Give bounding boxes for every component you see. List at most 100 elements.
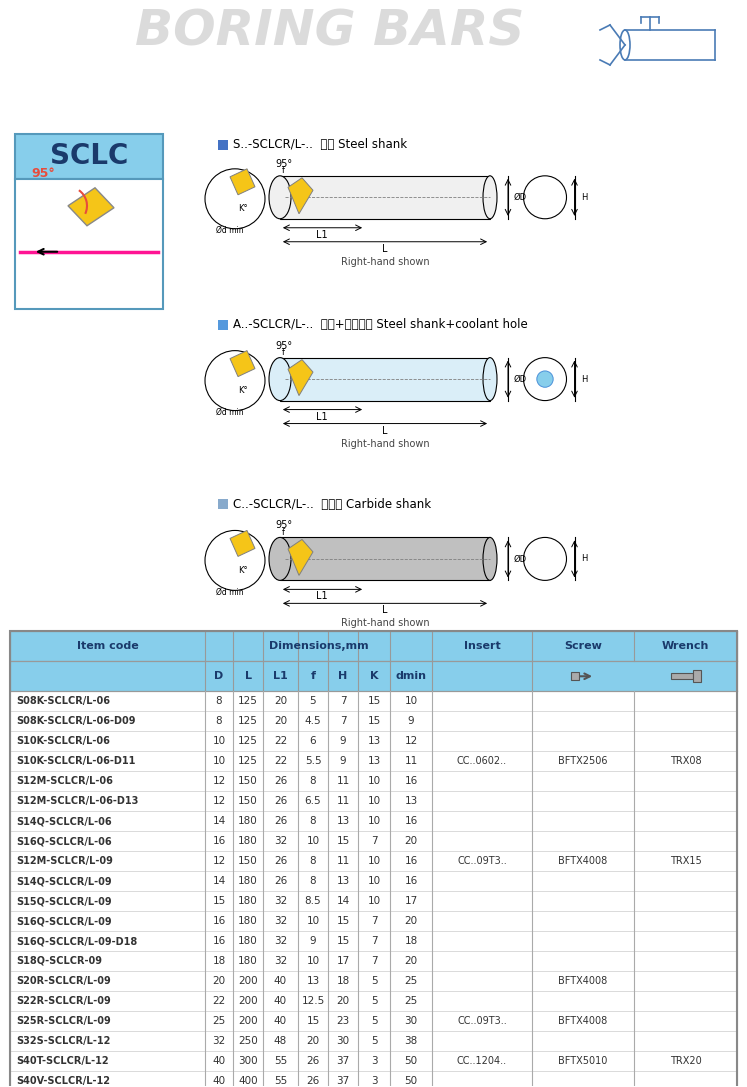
Text: 15: 15 <box>336 936 350 946</box>
Text: 17: 17 <box>404 896 418 907</box>
Text: S20R-SCLCR/L-09: S20R-SCLCR/L-09 <box>16 976 111 986</box>
Text: S25R-SCLCR/L-09: S25R-SCLCR/L-09 <box>16 1016 111 1026</box>
Text: C..-SCLCR/L-..  鹮鲸柄 Carbide shank: C..-SCLCR/L-.. 鹮鲸柄 Carbide shank <box>233 498 431 511</box>
Text: 26: 26 <box>274 796 287 807</box>
Text: f: f <box>282 166 285 175</box>
Text: 8: 8 <box>310 857 316 866</box>
Text: S18Q-SCLCR-09: S18Q-SCLCR-09 <box>16 955 102 966</box>
Bar <box>280 176 490 218</box>
Text: L: L <box>382 425 388 436</box>
Text: CC..1204..: CC..1204.. <box>457 1055 507 1066</box>
Text: 15: 15 <box>212 896 226 907</box>
Text: 11: 11 <box>336 776 350 786</box>
Polygon shape <box>68 188 114 226</box>
Text: H: H <box>581 375 588 384</box>
Text: 16: 16 <box>404 876 418 886</box>
Text: 9: 9 <box>340 736 347 746</box>
Bar <box>10 851 737 871</box>
Text: 12.5: 12.5 <box>301 996 325 1005</box>
Text: CC..09T3..: CC..09T3.. <box>457 857 507 866</box>
Text: Ød min: Ød min <box>216 226 244 235</box>
Text: S12M-SCLCR/L-06: S12M-SCLCR/L-06 <box>16 776 113 786</box>
Text: K: K <box>370 672 378 682</box>
Text: 26: 26 <box>274 876 287 886</box>
Text: 10: 10 <box>368 776 380 786</box>
Text: 6.5: 6.5 <box>305 796 321 807</box>
Text: 125: 125 <box>238 697 258 707</box>
Bar <box>218 320 228 329</box>
Text: 32: 32 <box>274 916 287 926</box>
Text: 7: 7 <box>371 836 377 846</box>
Ellipse shape <box>269 176 291 218</box>
Bar <box>10 711 737 732</box>
Text: 5: 5 <box>371 976 377 986</box>
Circle shape <box>205 530 265 590</box>
Ellipse shape <box>483 176 497 218</box>
Text: S14Q-SCLCR/L-06: S14Q-SCLCR/L-06 <box>16 816 111 826</box>
Text: 18: 18 <box>212 955 226 966</box>
Text: 50: 50 <box>404 1076 418 1086</box>
Text: 38: 38 <box>404 1036 418 1046</box>
Text: 10: 10 <box>368 796 380 807</box>
Text: 10: 10 <box>368 857 380 866</box>
Ellipse shape <box>483 537 497 580</box>
Text: 95°: 95° <box>275 340 292 351</box>
Text: Right-hand shown: Right-hand shown <box>341 257 430 266</box>
Text: ØD: ØD <box>514 554 527 563</box>
Text: L1: L1 <box>316 591 328 601</box>
Text: 16: 16 <box>404 816 418 826</box>
Text: K°: K° <box>238 204 248 213</box>
Bar <box>10 632 737 661</box>
Ellipse shape <box>269 358 291 401</box>
Text: BORING BARS: BORING BARS <box>135 8 524 55</box>
Text: 22: 22 <box>274 757 287 766</box>
Bar <box>10 661 737 691</box>
Text: 30: 30 <box>336 1036 350 1046</box>
Text: S32S-SCLCR/L-12: S32S-SCLCR/L-12 <box>16 1036 111 1046</box>
Text: 10: 10 <box>212 757 226 766</box>
Text: 8: 8 <box>216 697 223 707</box>
Text: A..-SCLCR/L-..  鲸柄+中心水孔 Steel shank+coolant hole: A..-SCLCR/L-.. 鲸柄+中心水孔 Steel shank+coola… <box>233 318 527 332</box>
Text: Ød min: Ød min <box>216 588 244 597</box>
Text: S16Q-SCLCR/L-06: S16Q-SCLCR/L-06 <box>16 836 111 846</box>
Text: f: f <box>282 528 285 537</box>
Text: S08K-SCLCR/L-06-D09: S08K-SCLCR/L-06-D09 <box>16 716 135 726</box>
Text: 7: 7 <box>340 697 347 707</box>
Text: 95°: 95° <box>31 167 55 180</box>
Text: 13: 13 <box>306 976 320 986</box>
Text: 20: 20 <box>274 716 287 726</box>
Text: BFTX4008: BFTX4008 <box>558 857 607 866</box>
Polygon shape <box>288 360 313 396</box>
Text: 8: 8 <box>310 816 316 826</box>
Bar <box>10 911 737 930</box>
Text: H: H <box>581 554 588 563</box>
Ellipse shape <box>269 537 291 580</box>
Bar <box>10 971 737 991</box>
Ellipse shape <box>483 358 497 401</box>
Text: Dimensions,mm: Dimensions,mm <box>269 641 368 651</box>
Polygon shape <box>288 178 313 214</box>
Text: 180: 180 <box>238 936 258 946</box>
Text: 95°: 95° <box>275 159 292 168</box>
Text: 12: 12 <box>212 857 226 866</box>
Text: f: f <box>311 672 315 682</box>
Text: 55: 55 <box>274 1055 287 1066</box>
Text: 25: 25 <box>404 996 418 1005</box>
Text: 32: 32 <box>274 936 287 946</box>
Text: 5.5: 5.5 <box>305 757 321 766</box>
Bar <box>10 991 737 1011</box>
Bar <box>10 1051 737 1071</box>
Text: K°: K° <box>238 566 248 575</box>
Text: 150: 150 <box>238 857 258 866</box>
Text: 11: 11 <box>404 757 418 766</box>
Text: 16: 16 <box>404 776 418 786</box>
Circle shape <box>537 371 554 387</box>
Bar <box>10 771 737 791</box>
Text: 10: 10 <box>368 896 380 907</box>
Text: 7: 7 <box>371 916 377 926</box>
Text: 16: 16 <box>212 936 226 946</box>
Text: H: H <box>338 672 347 682</box>
Text: S12M-SCLCR/L-09: S12M-SCLCR/L-09 <box>16 857 113 866</box>
Text: 400: 400 <box>238 1076 258 1086</box>
Text: K°: K° <box>238 386 248 395</box>
